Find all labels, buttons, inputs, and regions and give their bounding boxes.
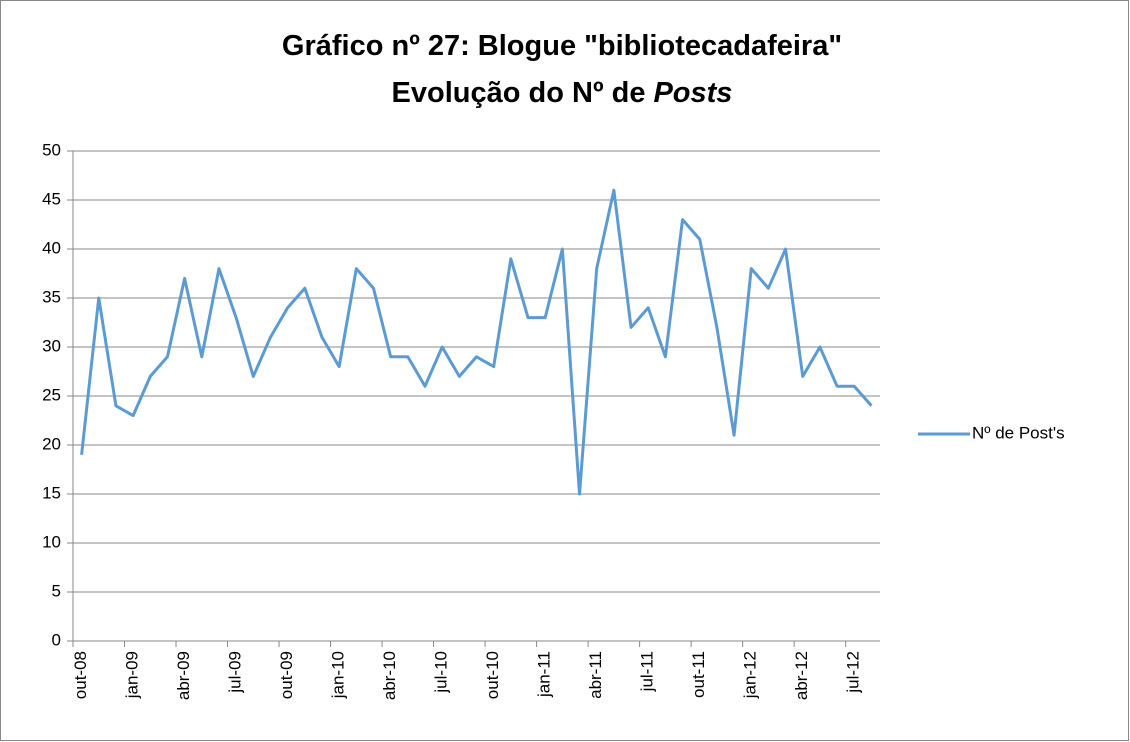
y-tick-label: 25 bbox=[42, 385, 61, 404]
y-tick-label: 15 bbox=[42, 483, 61, 502]
series-line bbox=[80, 188, 873, 496]
x-tick-label: jul-12 bbox=[844, 651, 863, 694]
x-tick-label: out-11 bbox=[689, 651, 708, 698]
y-tick-label: 10 bbox=[42, 532, 61, 551]
x-tick-label: jan-11 bbox=[535, 651, 554, 698]
x-tick-label: jan-12 bbox=[741, 651, 760, 699]
x-tick-label: jan-09 bbox=[123, 651, 142, 699]
x-tick-label: jul-09 bbox=[226, 651, 245, 694]
y-tick-label: 0 bbox=[52, 630, 61, 649]
x-tick-label: abr-12 bbox=[792, 651, 811, 700]
y-tick-label: 50 bbox=[42, 140, 61, 159]
x-tick-label: out-09 bbox=[277, 651, 296, 699]
x-tick-label: abr-09 bbox=[174, 651, 193, 700]
x-tick-label: jan-10 bbox=[329, 651, 348, 699]
chart-title: Gráfico nº 27: Blogue "bibliotecadafeira… bbox=[282, 30, 842, 62]
y-tick-label: 5 bbox=[52, 581, 61, 600]
y-tick-label: 40 bbox=[42, 238, 61, 257]
y-tick-label: 20 bbox=[42, 434, 61, 453]
x-tick-label: out-08 bbox=[71, 651, 90, 699]
y-tick-label: 45 bbox=[42, 189, 61, 208]
x-tick-label: jul-11 bbox=[638, 651, 657, 692]
chart-title-part: Posts bbox=[653, 77, 732, 109]
y-tick-label: 35 bbox=[42, 287, 61, 306]
chart-title-part: Evolução do Nº de bbox=[392, 77, 646, 109]
y-tick-label: 30 bbox=[42, 336, 61, 355]
x-tick-label: out-10 bbox=[483, 651, 502, 699]
legend-label: Nº de Post's bbox=[972, 423, 1065, 442]
chart-title: Evolução do Nº de Posts bbox=[392, 77, 733, 109]
x-tick-label: jul-10 bbox=[432, 651, 451, 694]
x-tick-label: abr-10 bbox=[380, 651, 399, 700]
x-tick-label: abr-11 bbox=[586, 651, 605, 699]
